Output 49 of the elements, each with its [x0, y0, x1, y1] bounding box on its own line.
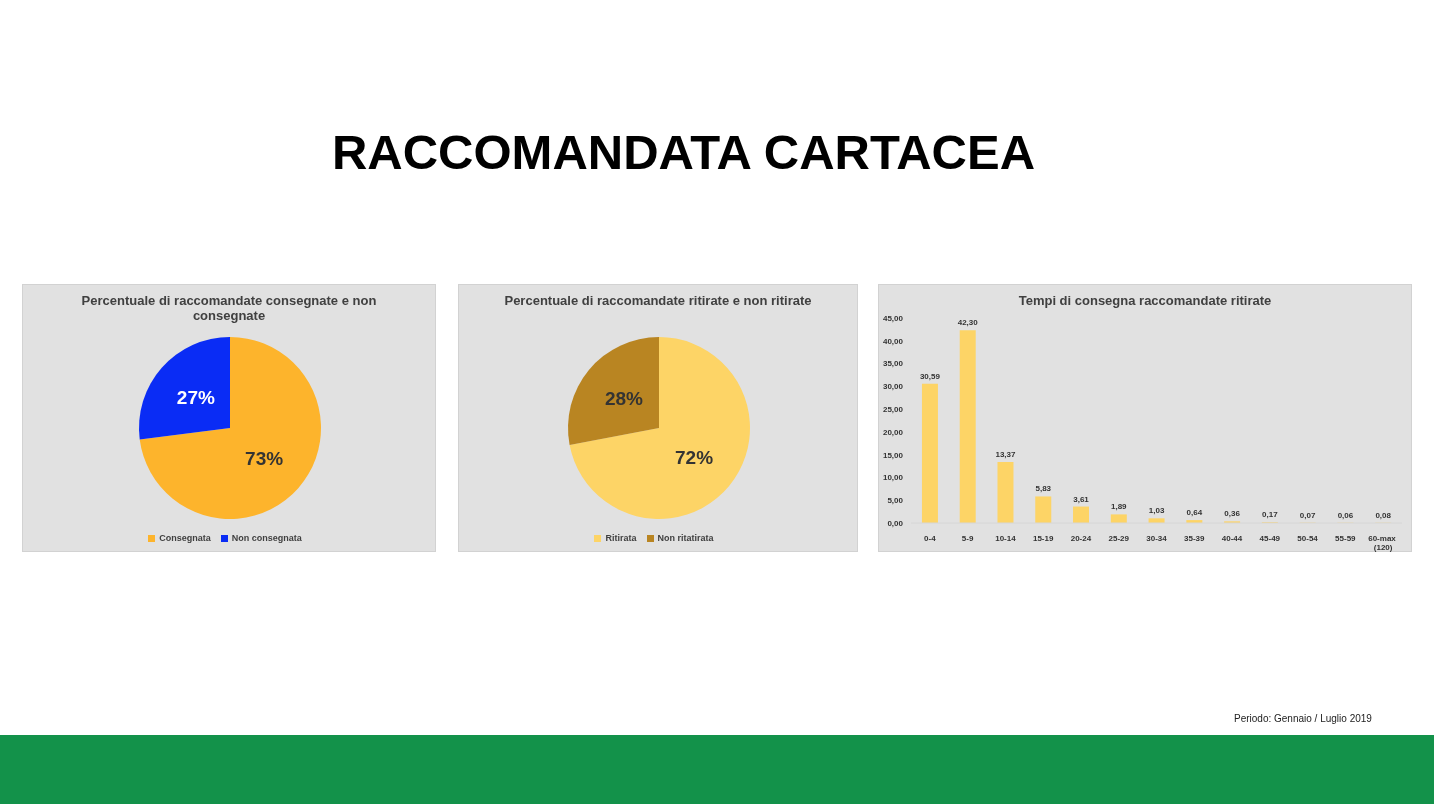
x-tick-label: 20-24: [1070, 534, 1092, 543]
x-tick-label: 10-14: [995, 534, 1017, 543]
data-label: 13,37: [995, 450, 1017, 460]
chart-title: Tempi di consegna raccomandate ritirate: [1017, 293, 1273, 308]
text: RACCOMANDATA CARTACEA: [330, 125, 1037, 179]
data-label: 0,07: [1299, 510, 1316, 520]
data-label: 0,06: [1337, 510, 1354, 520]
data-label: 3,61: [1073, 494, 1090, 504]
x-tick-label: 40-44: [1221, 534, 1243, 543]
data-label: 30,59: [919, 371, 941, 381]
data-label: 42,30: [957, 318, 979, 328]
y-tick-label: 30,00: [882, 382, 904, 392]
chart-title: Percentuale di raccomandate ritirate e non ritirate: [503, 293, 813, 308]
y-tick-label: 10,00: [882, 473, 904, 483]
data-label: 1,03: [1148, 506, 1165, 516]
y-tick-label: 15,00: [882, 450, 904, 460]
data-label: 28%: [604, 388, 644, 410]
x-tick-label: 5-9: [961, 534, 974, 543]
y-tick-label: 45,00: [882, 313, 904, 323]
x-tick-label: 30-34: [1146, 534, 1168, 543]
y-tick-label: 25,00: [882, 404, 904, 414]
x-tick-label: 50-54: [1297, 534, 1319, 543]
x-tick-label: 45-49: [1259, 534, 1281, 543]
data-label: 0,17: [1262, 510, 1279, 520]
x-tick-label: 15-19: [1032, 534, 1054, 543]
y-tick-label: 35,00: [882, 359, 904, 369]
y-tick-label: 40,00: [882, 336, 904, 346]
x-tick-label: 55-59: [1335, 534, 1357, 543]
legend-label: Non ritatirata: [657, 533, 714, 543]
data-label: 0,08: [1375, 510, 1392, 520]
x-tick-label: 60-max (120): [1368, 534, 1399, 552]
text: Periodo: Gennaio / Luglio 2019: [1234, 712, 1373, 726]
data-label: 0,36: [1224, 509, 1241, 519]
legend-label: Consegnata: [159, 533, 211, 543]
data-label: 5,83: [1035, 484, 1052, 494]
data-label: 0,64: [1186, 508, 1203, 518]
legend-label: Non consegnata: [231, 533, 302, 543]
x-tick-label: 35-39: [1184, 534, 1206, 543]
data-label: 27%: [176, 387, 215, 409]
x-tick-label: 0-4: [924, 534, 937, 543]
x-tick-label: 25-29: [1108, 534, 1130, 543]
legend-label: Ritirata: [605, 533, 637, 543]
y-tick-label: 0,00: [887, 518, 904, 528]
chart-title: Percentuale di raccomandate consegnate e non consegnate: [80, 293, 378, 323]
data-label: 1,89: [1111, 502, 1128, 512]
y-tick-label: 20,00: [882, 427, 904, 437]
data-label: 72%: [675, 446, 714, 468]
y-tick-label: 5,00: [887, 496, 904, 506]
data-label: 73%: [245, 447, 284, 469]
